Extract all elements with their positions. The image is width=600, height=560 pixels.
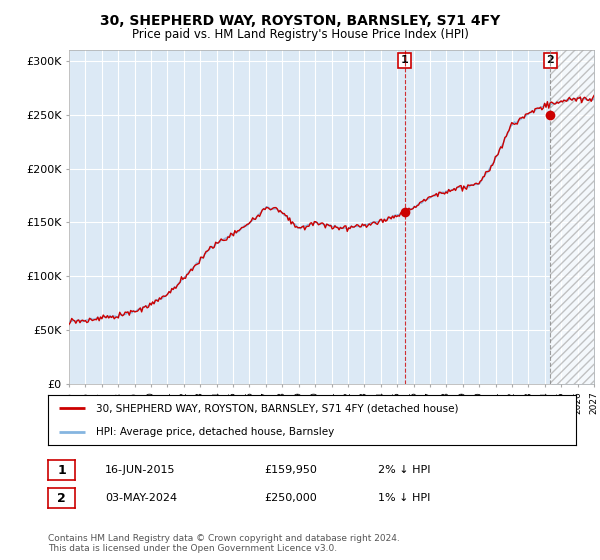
Bar: [550, 50, 594, 384]
Text: £250,000: £250,000: [264, 493, 317, 503]
Text: £159,950: £159,950: [264, 465, 317, 475]
Text: 30, SHEPHERD WAY, ROYSTON, BARNSLEY, S71 4FY: 30, SHEPHERD WAY, ROYSTON, BARNSLEY, S71…: [100, 14, 500, 28]
Text: 1% ↓ HPI: 1% ↓ HPI: [378, 493, 430, 503]
Text: 1: 1: [401, 55, 409, 66]
Text: 1: 1: [57, 464, 66, 477]
Text: 2: 2: [547, 55, 554, 66]
Text: 16-JUN-2015: 16-JUN-2015: [105, 465, 176, 475]
Text: 30, SHEPHERD WAY, ROYSTON, BARNSLEY, S71 4FY (detached house): 30, SHEPHERD WAY, ROYSTON, BARNSLEY, S71…: [95, 403, 458, 413]
Bar: [550, 50, 594, 384]
Text: 2: 2: [57, 492, 66, 505]
Text: 03-MAY-2024: 03-MAY-2024: [105, 493, 177, 503]
Text: Contains HM Land Registry data © Crown copyright and database right 2024.
This d: Contains HM Land Registry data © Crown c…: [48, 534, 400, 553]
Text: 2% ↓ HPI: 2% ↓ HPI: [378, 465, 431, 475]
Text: Price paid vs. HM Land Registry's House Price Index (HPI): Price paid vs. HM Land Registry's House …: [131, 28, 469, 41]
Text: HPI: Average price, detached house, Barnsley: HPI: Average price, detached house, Barn…: [95, 427, 334, 437]
